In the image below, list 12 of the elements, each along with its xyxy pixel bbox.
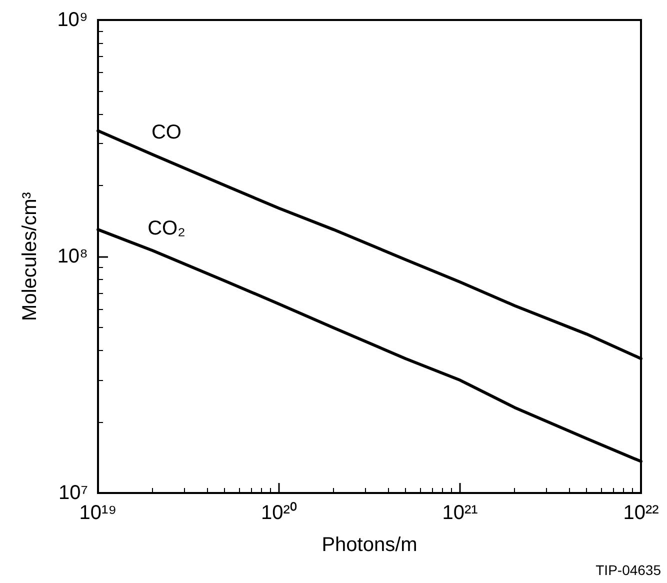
x-tick-label: 10²⁰ (261, 501, 297, 524)
y-tick-label: 10⁷ (58, 482, 88, 504)
series-label: CO₂ (148, 218, 186, 240)
y-axis-title: Molecules/cm³ (19, 192, 41, 321)
x-tick-label: 10²² (623, 502, 660, 524)
x-tick-label: 10¹⁹ (79, 502, 117, 524)
series-label: CO (151, 121, 182, 144)
text: TIP-04635 (596, 562, 662, 578)
x-tick-label: 10²¹ (442, 502, 478, 524)
x-axis-title: Photons/m (322, 534, 418, 556)
y-tick-label: 10⁸ (57, 246, 88, 268)
y-tick-label: 10⁹ (57, 9, 88, 31)
